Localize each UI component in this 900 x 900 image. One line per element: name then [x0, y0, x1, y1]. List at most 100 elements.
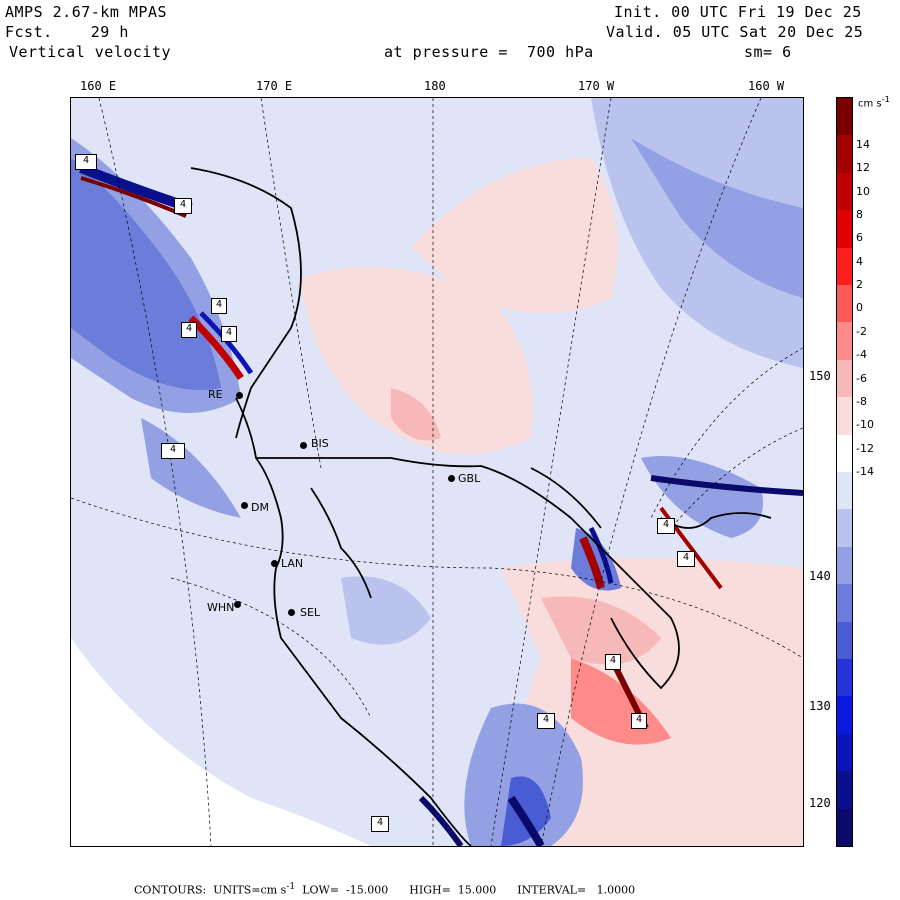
colorbar-level-label: 12	[856, 161, 870, 175]
grid-lines	[71, 98, 803, 846]
colorbar-level-label: 0	[856, 301, 863, 315]
colorbar-level-label: -8	[856, 394, 867, 408]
streak-red-e	[579, 536, 605, 589]
blue-region-south	[464, 703, 583, 846]
streak-blue-w	[199, 311, 254, 375]
station-dot-bis	[300, 442, 307, 449]
colorbar-segment	[837, 98, 852, 136]
colorbar-unit: cm s-1	[858, 94, 890, 109]
pink-region-center	[301, 266, 533, 454]
smoothing: sm= 6	[744, 43, 792, 61]
contour-box-10: 4	[631, 713, 647, 729]
blue-core-south	[501, 776, 551, 846]
velocity-map: 4 4 4 4 4 4 4 4 4 4 4 4 BIS RE DM LAN WH…	[70, 97, 804, 847]
forecast-hour: Fcst. 29 h	[5, 23, 129, 41]
blue-region-e	[641, 456, 763, 538]
lon-label-170e: 170 E	[256, 79, 293, 93]
colorbar-segment	[837, 546, 852, 585]
colorbar-level-label: 8	[856, 208, 863, 222]
colorbar-level-label: 6	[856, 231, 863, 245]
blue-patch-mid	[341, 576, 431, 645]
station-gbl: GBL	[458, 472, 481, 485]
streak-blue-sw	[418, 795, 464, 846]
init-time: Init. 00 UTC Fri 19 Dec 25	[614, 3, 862, 21]
pink-patch-center	[391, 388, 441, 441]
contour-box-7: 4	[657, 518, 675, 534]
station-dot-lan	[271, 560, 278, 567]
station-dot-re	[236, 392, 243, 399]
coastline	[190, 167, 772, 846]
colorbar-level-label: -6	[856, 371, 867, 385]
streak-blue-e	[588, 526, 614, 584]
station-dot-gbl	[448, 475, 455, 482]
colorbar-level-label: -10	[856, 418, 874, 432]
colorbar-unit-text: cm s	[858, 98, 882, 110]
colorbar-level-label: 4	[856, 254, 863, 268]
contour-box-8: 4	[677, 551, 695, 567]
colorbar-segment	[837, 359, 852, 398]
colorbar-segment	[837, 322, 852, 361]
colorbar-segment	[837, 172, 852, 211]
contour-footer: CONTOURS: UNITS=cm s-1 LOW= -15.000 HIGH…	[134, 881, 635, 897]
station-bis: BIS	[311, 437, 329, 450]
streak-blue-ene	[650, 475, 803, 496]
colorbar-level-label: -4	[856, 348, 867, 362]
pink-patch-south	[541, 596, 661, 665]
colorbar-segment	[837, 397, 852, 436]
colorbar-level-label: 14	[856, 138, 870, 151]
domain-edge	[71, 638, 371, 846]
lon-label-160e: 160 E	[80, 79, 117, 93]
colorbar-segment	[837, 659, 852, 697]
station-dot-dm	[241, 502, 248, 509]
colorbar-level-label: -2	[856, 324, 867, 338]
model-title: AMPS 2.67-km MPAS	[5, 3, 168, 21]
station-dot-whn	[234, 601, 241, 608]
colorbar-segment	[837, 584, 852, 623]
pressure-level: at pressure = 700 hPa	[384, 43, 594, 61]
contour-box-12: 4	[371, 816, 389, 832]
contour-box-4: 4	[181, 322, 197, 338]
streak-blue-s	[507, 795, 545, 846]
station-re: RE	[208, 388, 223, 401]
colorbar-level-label: 2	[856, 278, 863, 292]
station-lan: LAN	[281, 557, 304, 570]
colorbar-segment	[837, 696, 852, 735]
colorbar-segment	[837, 285, 852, 323]
station-whn: WHN	[207, 601, 235, 614]
contour-box-6: 4	[161, 443, 185, 459]
colorbar-segment	[837, 247, 852, 286]
contour-box-2: 4	[174, 198, 192, 214]
map-canvas	[71, 98, 803, 846]
station-dm: DM	[251, 501, 269, 514]
colorbar-level-label: 10	[856, 184, 870, 198]
colorbar-level-label: -14	[856, 464, 874, 478]
footer-low: LOW= -15.000	[302, 883, 389, 897]
colorbar-segment	[837, 621, 852, 660]
field-name: Vertical velocity	[9, 43, 172, 61]
colorbar-segment	[837, 472, 852, 510]
footer-units-exp: -1	[286, 881, 296, 892]
colorbar-segment	[837, 509, 852, 548]
colorbar-segment	[837, 733, 852, 772]
colorbar-segment	[837, 135, 852, 174]
colorbar-segment	[837, 434, 852, 473]
contour-box-3: 4	[211, 298, 227, 314]
contour-box-5: 4	[221, 326, 237, 342]
contour-box-11: 4	[537, 713, 555, 729]
lon-label-160w: 160 W	[748, 79, 785, 93]
colorbar-segment	[837, 210, 852, 249]
colorbar-segment	[837, 771, 852, 810]
footer-units: UNITS=cm s	[213, 883, 287, 897]
blue-region-ne-inner	[631, 138, 803, 298]
valid-time: Valid. 05 UTC Sat 20 Dec 25	[606, 23, 864, 41]
lon-label-170w: 170 W	[578, 79, 615, 93]
colorbar-unit-exp: -1	[881, 94, 890, 104]
contour-box-9: 4	[605, 654, 621, 670]
footer-interval: INTERVAL= 1.0000	[517, 883, 636, 897]
footer-high: HIGH= 15.000	[409, 883, 497, 897]
colorbar	[836, 97, 853, 847]
colorbar-segment	[837, 808, 852, 847]
colorbar-level-label: -12	[856, 441, 874, 455]
pink-region-north	[411, 158, 618, 313]
footer-contours: CONTOURS:	[134, 883, 207, 897]
